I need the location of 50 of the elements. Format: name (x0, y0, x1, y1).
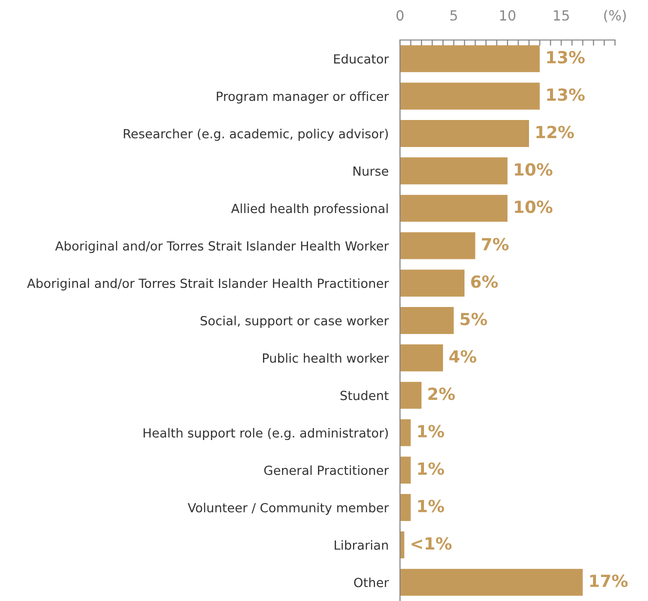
y-tick-label: Aboriginal and/or Torres Strait Islander Health Worker (55, 240, 389, 254)
data-label: 10% (514, 200, 552, 214)
y-tick-label: Social, support or case worker (200, 316, 389, 328)
bar (400, 157, 508, 184)
bar (400, 344, 443, 372)
y-tick-label: Volunteer / Community member (188, 502, 389, 515)
y-tick-label: Researcher (e.g. academic, policy advisor) (124, 128, 388, 141)
bar (400, 194, 508, 222)
data-label: 10% (514, 163, 552, 176)
data-label: 2% (428, 388, 455, 400)
bar (400, 45, 540, 72)
bar (400, 270, 464, 297)
bar (400, 419, 411, 446)
y-tick-label: Educator (334, 54, 389, 64)
y-tick-label: Public health worker (262, 353, 389, 363)
bar (400, 568, 583, 596)
data-label: 1% (418, 462, 444, 475)
bar (400, 531, 404, 558)
data-label: 4% (449, 350, 476, 363)
bar (400, 82, 540, 110)
y-tick-label: Student (340, 390, 389, 400)
data-label: 1% (418, 424, 444, 438)
y-tick-label: Librarian (334, 540, 388, 550)
data-label: 13% (547, 50, 585, 64)
y-tick-label: Nurse (354, 166, 388, 176)
y-tick-label: Health support role (e.g. administrator) (144, 428, 388, 440)
x-tick-label: 5 (450, 10, 457, 21)
y-tick-label: Other (354, 578, 389, 588)
data-label: 12% (536, 126, 574, 138)
y-tick-label: General Practitioner (264, 465, 389, 476)
data-label: 1% (418, 500, 444, 512)
bar (400, 382, 422, 409)
bar (400, 120, 529, 147)
x-tick-label: 10 (500, 10, 516, 21)
y-tick-label: Allied health professional (231, 204, 388, 216)
x-tick-label: 0 (396, 10, 404, 21)
data-label: 13% (547, 88, 585, 101)
data-label: 7% (482, 238, 509, 251)
y-tick-label: Program manager or officer (216, 91, 389, 104)
bar (400, 307, 454, 334)
bar (400, 494, 411, 521)
x-tick-label: (%) (604, 10, 626, 22)
y-tick-label: Aboriginal and/or Torres Strait Islander Health Practitioner (27, 278, 389, 290)
data-label: 5% (460, 312, 488, 326)
data-label: 6% (471, 275, 498, 288)
data-label: <1% (412, 537, 452, 550)
data-label: 17% (590, 574, 628, 588)
x-tick-label: 15 (554, 10, 569, 21)
bar (400, 456, 411, 484)
bar (400, 232, 476, 260)
